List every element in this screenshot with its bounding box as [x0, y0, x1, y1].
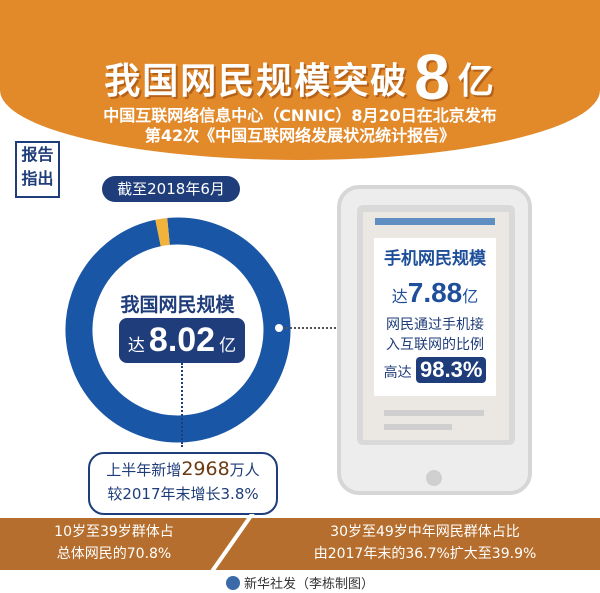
growth-unit: 万人 — [229, 461, 260, 479]
home-button — [426, 470, 442, 486]
donut-value: 8.02 — [148, 321, 216, 359]
mobile-unit: 亿 — [462, 287, 479, 306]
title-unit: 亿 — [457, 61, 496, 102]
footer-credit: 新华社发（李栋制图） — [0, 573, 600, 592]
connector-dot — [275, 324, 283, 332]
growth-text: 上半年新增 — [106, 461, 182, 479]
mobile-stats-card: 手机网民规模 达7.88亿 网民通过手机接 入互联网的比例 高达 98.3% — [374, 238, 496, 396]
screen-header-bar — [375, 218, 495, 225]
subtitle-2: 第42次《中国互联网络发展状况统计报告》 — [144, 126, 456, 145]
band-left-1: 10岁至39岁群体占 — [54, 524, 174, 540]
placeholder-line — [384, 424, 452, 430]
donut-unit: 亿 — [219, 336, 237, 356]
report-tag: 报告 指出 — [15, 141, 60, 198]
subtitle-1: 中国互联网络信息中心（CNNIC）8月20日在北京发布 — [103, 106, 497, 125]
pct-prefix: 高达 — [383, 365, 412, 381]
mobile-title: 手机网民规模 — [384, 249, 486, 269]
header-background — [0, 0, 600, 160]
band-left-2: 总体网民的70.8% — [56, 546, 172, 562]
stats-band — [0, 518, 600, 570]
page-title: 我国网民规模突破8 亿 — [0, 40, 600, 114]
tag-line-2: 指出 — [21, 169, 54, 188]
mobile-desc-2: 入互联网的比例 — [386, 337, 484, 353]
donut-value-box: 达 8.02 亿 — [119, 318, 245, 363]
band-right-1: 30岁至49岁中年网民群体占比 — [330, 524, 520, 540]
donut-label: 我国网民规模 — [120, 294, 235, 316]
tag-line-1: 报告 — [21, 145, 54, 164]
date-pill: 截至2018年6月 — [102, 176, 240, 202]
placeholder-line — [384, 410, 484, 416]
band-right: 30岁至49岁中年网民群体占比由2017年末的36.7%扩大至39.9% — [250, 521, 600, 565]
donut-segment-other — [155, 218, 170, 247]
title-number: 8 — [414, 41, 452, 113]
credit-text: 新华社发（李栋制图） — [243, 577, 374, 592]
donut-segment-mobile — [65, 217, 291, 443]
mobile-pct: 98.3% — [416, 357, 487, 383]
xinhua-logo-icon — [225, 576, 240, 590]
mobile-value: 7.88 — [407, 277, 463, 308]
growth-rate: 较2017年末增长3.8% — [107, 485, 259, 503]
title-text: 我国网民规模突破 — [104, 61, 409, 102]
mobile-desc-1: 网民通过手机接 — [386, 317, 484, 333]
growth-box: 上半年新增2968万人 较2017年末增长3.8% — [88, 452, 278, 515]
mobile-prefix: 达 — [391, 287, 408, 306]
band-left: 10岁至39岁群体占 总体网民的70.8% — [0, 521, 228, 565]
connector-horizontal — [282, 327, 340, 329]
donut-prefix: 达 — [127, 336, 145, 356]
band-right-2: 由2017年末的36.7%扩大至39.9% — [313, 546, 537, 562]
growth-number: 2968 — [181, 458, 230, 480]
connector-vertical — [181, 363, 183, 447]
donut-chart — [65, 217, 291, 443]
